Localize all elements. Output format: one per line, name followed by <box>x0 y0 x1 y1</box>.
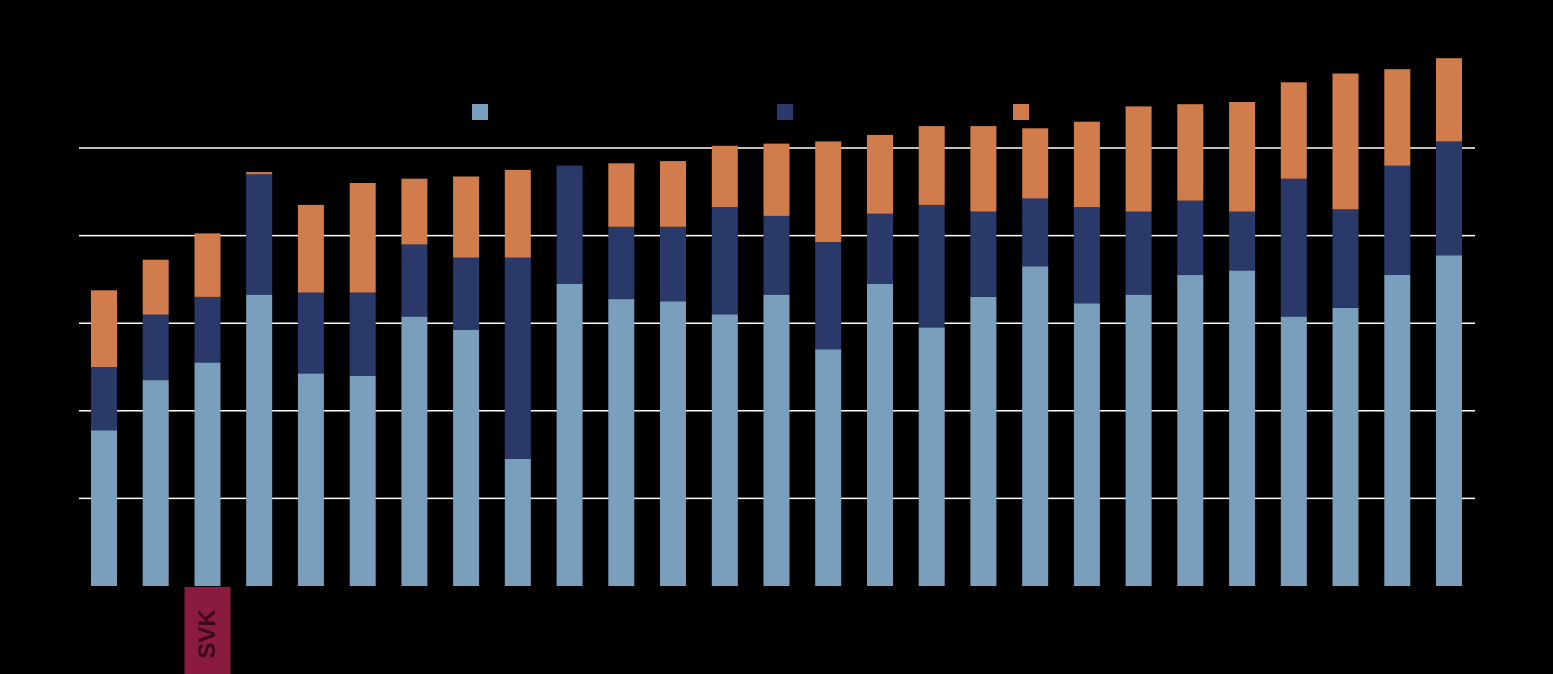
highlight-label-box <box>184 587 231 674</box>
bar-segment-1 <box>556 283 583 586</box>
x-tick-label: SVK <box>194 609 221 659</box>
bar-segment-1 <box>1280 316 1307 586</box>
bar-segment-1 <box>1332 307 1359 586</box>
bar-segment-2 <box>867 213 893 284</box>
bar-segment-3 <box>246 172 273 175</box>
bar-segment-3 <box>1125 106 1152 212</box>
bar-segment-1 <box>349 375 376 586</box>
bar-segment-2 <box>349 292 376 376</box>
bar-segment-3 <box>815 141 842 243</box>
bar-segment-2 <box>711 207 738 315</box>
bar-segment-1 <box>918 327 945 586</box>
bar-segment-2 <box>1280 178 1307 317</box>
bar-segment-1 <box>1022 266 1049 586</box>
bar-segment-1 <box>504 459 531 586</box>
bar-segment-1 <box>1229 270 1256 586</box>
bar-segment-3 <box>142 259 169 315</box>
legend-swatch-1 <box>472 104 488 120</box>
bar-segment-3 <box>401 178 428 245</box>
bar-segment-2 <box>1022 198 1049 267</box>
bar-segment-3 <box>1436 58 1462 142</box>
bar-segment-2 <box>1229 211 1256 271</box>
x-axis-labels: SVK <box>184 587 231 674</box>
bar-segment-1 <box>246 294 273 586</box>
bar-segment-3 <box>1229 102 1256 212</box>
bar-segment-3 <box>1332 73 1359 210</box>
legend <box>472 104 1029 120</box>
bar-segment-1 <box>970 296 997 586</box>
bar-segment-3 <box>1022 128 1049 199</box>
legend-swatch-2 <box>777 104 793 120</box>
bar-segment-2 <box>1177 200 1204 276</box>
bar-segment-2 <box>91 367 117 431</box>
bar-segment-3 <box>660 161 686 227</box>
bar-segment-1 <box>867 283 893 586</box>
bar-segment-3 <box>91 290 117 367</box>
bar-segment-1 <box>1384 275 1411 586</box>
bar-segment-2 <box>556 165 583 284</box>
bar-segment-2 <box>453 257 480 330</box>
bar-segment-3 <box>1073 121 1100 208</box>
bar-segment-1 <box>1177 275 1204 586</box>
bar-segment-3 <box>453 176 480 258</box>
bar-segment-3 <box>1177 104 1204 201</box>
bar-segment-3 <box>504 169 531 258</box>
bar-segment-2 <box>142 314 169 381</box>
bar-segment-2 <box>1073 207 1100 304</box>
bar-segment-2 <box>297 292 324 374</box>
bar-segment-2 <box>1332 209 1359 308</box>
legend-swatch-3 <box>1013 104 1029 120</box>
bar-segment-3 <box>711 145 738 208</box>
bar-segment-2 <box>970 211 997 297</box>
bar-segment-3 <box>297 204 324 293</box>
bar-segment-2 <box>504 257 531 459</box>
bar-segment-2 <box>660 226 686 302</box>
bar-segment-1 <box>453 329 480 586</box>
bar-segment-1 <box>142 380 169 586</box>
bar-segment-1 <box>660 301 686 586</box>
bar-segment-3 <box>1384 69 1411 166</box>
bar-segment-3 <box>970 126 997 212</box>
bar-segment-1 <box>1073 303 1100 586</box>
bars <box>91 58 1462 587</box>
bar-segment-2 <box>608 226 635 300</box>
bar-segment-3 <box>608 163 635 227</box>
bar-segment-3 <box>1280 82 1307 179</box>
bar-segment-1 <box>711 314 738 586</box>
bar-segment-1 <box>401 316 428 586</box>
bar-segment-3 <box>763 143 790 216</box>
bar-segment-1 <box>1125 294 1152 586</box>
bar-segment-2 <box>401 244 428 317</box>
bar-segment-1 <box>815 349 842 586</box>
bar-segment-2 <box>815 242 842 350</box>
bar-segment-1 <box>194 362 221 586</box>
bar-segment-3 <box>867 134 893 214</box>
bar-segment-1 <box>608 299 635 586</box>
bar-segment-3 <box>918 126 945 205</box>
bar-segment-3 <box>349 183 376 293</box>
bar-segment-1 <box>91 430 117 586</box>
bar-segment-2 <box>1384 165 1411 275</box>
bar-segment-2 <box>918 204 945 328</box>
bar-segment-1 <box>763 294 790 586</box>
bar-segment-1 <box>297 373 324 586</box>
bar-segment-2 <box>1436 141 1462 256</box>
bar-segment-2 <box>1125 211 1152 295</box>
bar-segment-2 <box>763 215 790 295</box>
bar-segment-1 <box>1436 255 1462 587</box>
bar-segment-3 <box>194 233 221 297</box>
bar-segment-2 <box>246 174 273 295</box>
bar-segment-2 <box>194 296 221 363</box>
